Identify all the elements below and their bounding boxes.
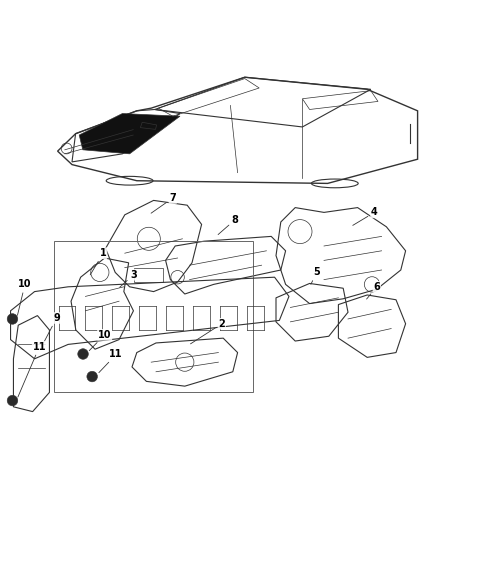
Text: 7: 7 (151, 193, 176, 213)
Text: 6: 6 (367, 282, 380, 299)
Text: 11: 11 (99, 349, 123, 373)
Text: 10: 10 (17, 279, 32, 315)
Text: 11: 11 (18, 342, 46, 397)
Polygon shape (79, 113, 180, 154)
Circle shape (7, 313, 18, 324)
Text: 3: 3 (120, 270, 137, 288)
Text: 9: 9 (44, 313, 60, 343)
Text: 4: 4 (353, 208, 378, 225)
Text: 10: 10 (89, 330, 111, 350)
Circle shape (7, 395, 18, 406)
Text: 8: 8 (218, 215, 239, 235)
Circle shape (78, 349, 88, 359)
Text: 1: 1 (90, 248, 107, 275)
Circle shape (87, 371, 97, 382)
Text: 5: 5 (311, 268, 320, 285)
Text: 2: 2 (191, 319, 225, 344)
